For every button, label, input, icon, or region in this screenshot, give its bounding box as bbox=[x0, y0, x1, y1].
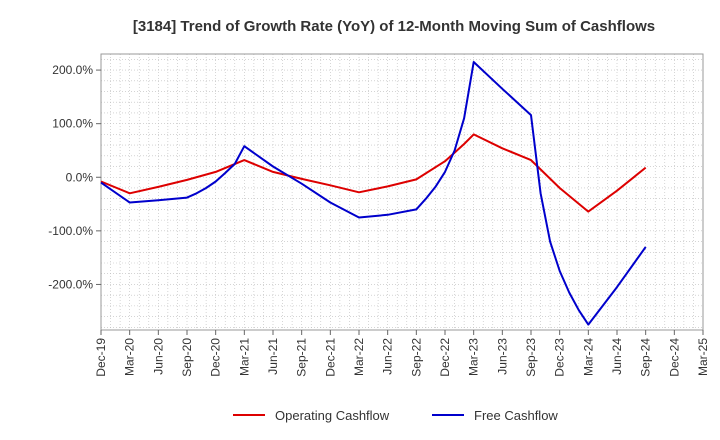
x-tick-label: Sep-23 bbox=[524, 338, 538, 377]
grid bbox=[101, 54, 703, 330]
x-tick-label: Mar-25 bbox=[696, 338, 710, 376]
x-tick-label: Mar-20 bbox=[123, 338, 137, 376]
x-tick-label: Mar-23 bbox=[467, 338, 481, 376]
plot-border bbox=[100, 53, 704, 331]
x-tick-label: Sep-24 bbox=[639, 338, 653, 377]
y-tick-label: -200.0% bbox=[48, 277, 93, 291]
x-tick-label: Jun-22 bbox=[381, 338, 395, 375]
chart-title: [3184] Trend of Growth Rate (YoY) of 12-… bbox=[133, 18, 655, 35]
x-tick-label: Sep-22 bbox=[409, 338, 423, 377]
x-tick-label: Dec-19 bbox=[94, 338, 108, 377]
x-tick-label: Dec-23 bbox=[553, 338, 567, 377]
y-tick-label: 0.0% bbox=[66, 170, 94, 184]
legend-label-free-cashflow: Free Cashflow bbox=[474, 408, 558, 423]
series-lines bbox=[100, 61, 647, 326]
x-tick-label: Jun-24 bbox=[610, 338, 624, 375]
x-tick-label: Sep-20 bbox=[180, 338, 194, 377]
x-tick-label: Dec-22 bbox=[438, 338, 452, 377]
y-tick-label: 100.0% bbox=[52, 117, 93, 131]
plot-area bbox=[101, 54, 703, 330]
legend: Operating Cashflow Free Cashflow bbox=[233, 408, 558, 423]
legend-label-operating-cashflow: Operating Cashflow bbox=[275, 408, 390, 423]
x-axis: Dec-19 Mar-20 Jun-20 Sep-20 Dec-20 Mar-21 Jun-… bbox=[94, 330, 710, 377]
x-tick-label: Dec-21 bbox=[323, 338, 337, 377]
y-axis: 200.0% 100.0% 0.0% -100.0% -200.0% bbox=[48, 63, 101, 291]
x-tick-label: Mar-22 bbox=[352, 338, 366, 376]
y-tick-label: 200.0% bbox=[52, 63, 93, 77]
x-tick-label: Jun-23 bbox=[495, 338, 509, 375]
series-line-operating-cashflow bbox=[100, 133, 647, 213]
x-tick-label: Mar-21 bbox=[237, 338, 251, 376]
x-tick-label: Jun-21 bbox=[266, 338, 280, 375]
series-line-free-cashflow bbox=[100, 61, 647, 326]
y-tick-label: -100.0% bbox=[48, 224, 93, 238]
x-tick-label: Sep-21 bbox=[295, 338, 309, 377]
x-tick-label: Jun-20 bbox=[151, 338, 165, 375]
x-tick-label: Dec-20 bbox=[209, 338, 223, 377]
x-tick-label: Dec-24 bbox=[667, 338, 681, 377]
x-tick-label: Mar-24 bbox=[581, 338, 595, 376]
